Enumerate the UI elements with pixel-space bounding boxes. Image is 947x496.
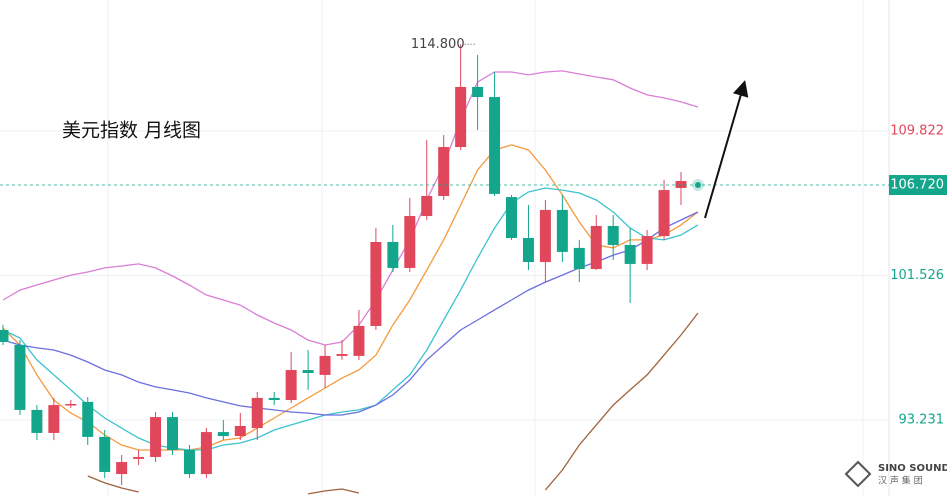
candle-body: [200, 432, 212, 475]
candle-body: [116, 462, 128, 475]
max-label: 114.800: [411, 37, 465, 52]
candle-body: [370, 241, 382, 326]
candle-body: [658, 190, 670, 237]
candle-body: [234, 425, 246, 437]
y-tick-label: 109.822: [890, 123, 944, 138]
candle-body: [506, 197, 517, 238]
candle-body: [387, 241, 399, 268]
last-price-box: [889, 175, 947, 196]
candle-body: [404, 216, 416, 268]
candle-body: [48, 405, 60, 433]
last-price-label: 106.720: [890, 178, 944, 193]
candle-body: [302, 370, 314, 374]
candle-body: [167, 417, 178, 451]
candle-body: [556, 209, 568, 252]
watermark: SINO SOUND 汉 声 集 团: [844, 460, 947, 488]
candle-body: [472, 86, 484, 98]
candle-body: [590, 225, 602, 269]
candle-body: [438, 147, 450, 196]
plot-area: [0, 43, 889, 495]
candle-body: [65, 404, 77, 406]
candle-body: [0, 329, 9, 342]
last-price-dot: [694, 182, 701, 189]
chart-title: 美元指数 月线图: [62, 120, 201, 142]
price-axis: 93.231 101.526 109.822 106.720: [889, 123, 947, 428]
candle-body: [336, 354, 348, 356]
candle-body: [183, 450, 195, 475]
candle-body: [150, 417, 162, 457]
ma-line: [2, 187, 699, 451]
candle-body: [675, 181, 687, 188]
candle-body: [268, 397, 280, 401]
candle-body: [251, 397, 263, 429]
candle-body: [353, 325, 365, 356]
grid: [107, 0, 864, 496]
candle-body: [14, 344, 26, 410]
candle-body: [607, 225, 619, 245]
candle-body: [319, 355, 331, 375]
candle-body: [217, 432, 229, 437]
watermark-brand: SINO SOUND: [878, 463, 947, 474]
trend-arrow: [704, 80, 749, 219]
ma-line: [2, 70, 699, 346]
candle-body: [31, 409, 43, 433]
watermark-logo: [844, 460, 872, 488]
candle-body: [421, 195, 433, 217]
y-tick-label: 93.231: [899, 413, 945, 428]
watermark-brand-cn: 汉 声 集 团: [878, 475, 923, 487]
candle-body: [573, 247, 585, 269]
ma-line: [2, 144, 699, 451]
candle-body: [624, 244, 636, 264]
candle-body: [455, 86, 467, 148]
candle-body: [522, 237, 534, 263]
candle-body: [99, 436, 111, 472]
candle-body: [641, 236, 653, 264]
candle-body: [539, 209, 551, 263]
y-tick-label: 101.526: [890, 268, 944, 283]
candle-body: [285, 370, 297, 401]
candle-body: [489, 97, 501, 194]
ma-line: [87, 312, 699, 495]
candle-body: [133, 456, 145, 459]
candle-body: [82, 401, 94, 437]
